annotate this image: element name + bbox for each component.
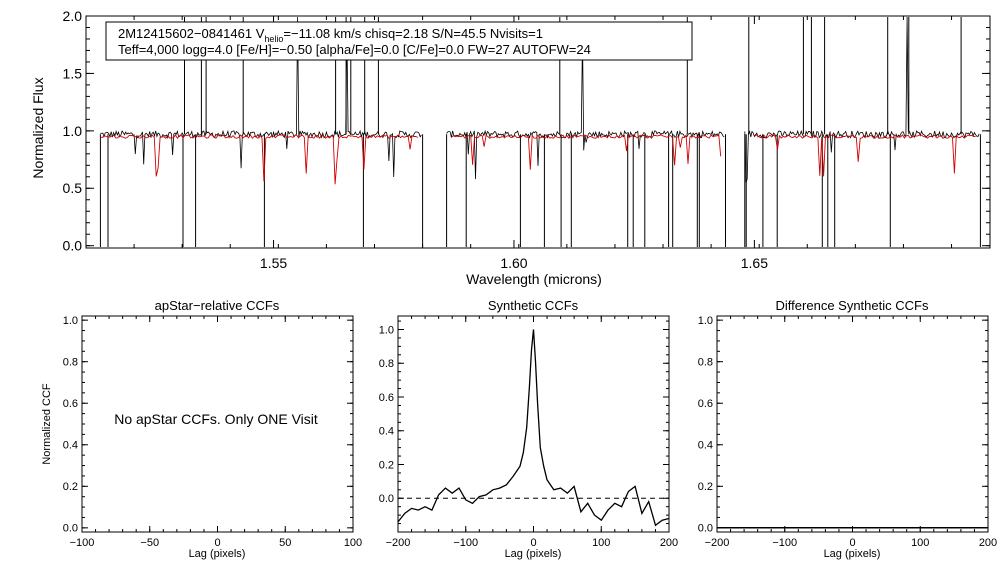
y-tick-label: 0.5 [63, 180, 83, 196]
synthetic-ccf-panel: −200 −100 0 100 200 0.0 0.2 0.4 0.6 0.8 1.0 Synthe… [379, 298, 678, 560]
info-vhelio-subscript: helio [264, 34, 283, 44]
difference-ccf-frame [716, 315, 989, 533]
y-tick-label: 1.0 [379, 324, 394, 336]
spectrum-xlabel: Wavelength (microns) [466, 271, 602, 287]
y-tick-label: 0.2 [63, 481, 78, 493]
y-tick-label: 0.4 [379, 426, 394, 438]
apstar-ccf-xlabel: Lag (pixels) [189, 548, 246, 560]
y-tick-label: 0.0 [63, 523, 78, 535]
apstar-ccf-ticks: −100 −50 0 50 100 0.0 0.2 0.4 0.6 0.8 1.0 [63, 315, 362, 549]
y-tick-label: 0.4 [698, 440, 713, 452]
difference-ccf-panel: −200 −100 0 100 200 0.0 0.2 0.4 0.6 0.8 1.0 Differ… [698, 298, 997, 560]
info-line-2: Teff=4,000 logg=4.0 [Fe/H]=−0.50 [alpha/… [118, 42, 591, 57]
x-tick-label: −200 [386, 537, 411, 549]
x-tick-label: 200 [979, 537, 997, 549]
y-tick-label: 0.8 [63, 357, 78, 369]
spectrum-panel: 1.55 1.60 1.65 0.0 0.5 1.0 1.5 2.0 2M12415602−0… [30, 8, 991, 287]
info-line-1: 2M12415602−0841461 Vhelio=−11.08 km/s ch… [118, 26, 543, 44]
synthetic-ccf-xlabel: Lag (pixels) [505, 548, 562, 560]
x-tick-label: 1.60 [500, 255, 527, 271]
x-tick-label: −100 [772, 537, 797, 549]
x-tick-label: −200 [705, 537, 730, 549]
y-tick-label: 1.0 [63, 123, 83, 139]
synthetic-ccf-line [397, 329, 670, 527]
apstar-ccf-panel: −100 −50 0 50 100 0.0 0.2 0.4 0.6 0.8 1.0 apStar−r… [41, 298, 362, 560]
info-star-id: 2M12415602−0841461 V [118, 26, 265, 41]
y-tick-label: 0.2 [698, 481, 713, 493]
x-tick-label: 100 [344, 537, 362, 549]
spectrum-ylabel: Normalized Flux [30, 77, 46, 178]
spectrum-model-line [754, 134, 976, 177]
difference-ccf-xlabel: Lag (pixels) [824, 548, 881, 560]
y-tick-label: 0.6 [698, 398, 713, 410]
y-tick-label: 0.4 [63, 440, 78, 452]
y-tick-label: 1.5 [63, 65, 83, 81]
apstar-ccf-annotation: No apStar CCFs. Only ONE Visit [114, 411, 318, 427]
spectrum-model-line [100, 134, 419, 185]
synthetic-ccf-ticks: −200 −100 0 100 200 0.0 0.2 0.4 0.6 0.8 1.0 [379, 316, 678, 549]
y-tick-label: 0.0 [379, 493, 394, 505]
x-tick-label: 1.65 [741, 255, 768, 271]
x-tick-label: −50 [140, 537, 159, 549]
x-tick-label: 100 [592, 537, 610, 549]
y-tick-label: 0.6 [379, 392, 394, 404]
spectrum-model-line [451, 133, 722, 170]
x-tick-label: −100 [70, 537, 95, 549]
x-tick-label: 50 [279, 537, 291, 549]
spectrum-frame [85, 15, 991, 249]
y-tick-label: 2.0 [63, 8, 83, 24]
y-tick-label: 0.0 [698, 523, 713, 535]
x-tick-label: −100 [453, 537, 478, 549]
difference-ccf-ticks: −200 −100 0 100 200 0.0 0.2 0.4 0.6 0.8 1.0 [698, 315, 997, 549]
y-tick-label: 1.0 [698, 315, 713, 327]
spectrum-ticks: 1.55 1.60 1.65 0.0 0.5 1.0 1.5 2.0 [63, 8, 990, 271]
y-tick-label: 0.8 [698, 357, 713, 369]
apstar-ccf-ylabel: Normalized CCF [41, 383, 53, 465]
synthetic-ccf-title: Synthetic CCFs [488, 298, 579, 313]
y-tick-label: 0.8 [379, 358, 394, 370]
synthetic-ccf-plot-area [397, 329, 670, 527]
synthetic-ccf-frame [397, 315, 670, 533]
x-tick-label: 100 [911, 537, 929, 549]
x-tick-label: 0 [530, 537, 536, 549]
apstar-ccf-title: apStar−relative CCFs [155, 298, 280, 313]
spectrum-observed-line [744, 16, 980, 183]
y-tick-label: 0.0 [63, 238, 83, 254]
y-tick-label: 0.2 [379, 459, 394, 471]
y-tick-label: 0.6 [63, 398, 78, 410]
x-tick-label: 1.55 [260, 255, 287, 271]
y-tick-label: 1.0 [63, 315, 78, 327]
x-tick-label: 200 [660, 537, 678, 549]
x-tick-label: 0 [214, 537, 220, 549]
x-tick-label: 0 [849, 537, 855, 549]
info-vhelio-values: =−11.08 km/s chisq=2.18 S/N=45.5 Nvisits… [283, 26, 543, 41]
info-box [105, 21, 693, 61]
spectrum-observed-line [100, 16, 422, 178]
spectrum-observed-line [446, 34, 725, 180]
difference-ccf-title: Difference Synthetic CCFs [776, 298, 929, 313]
